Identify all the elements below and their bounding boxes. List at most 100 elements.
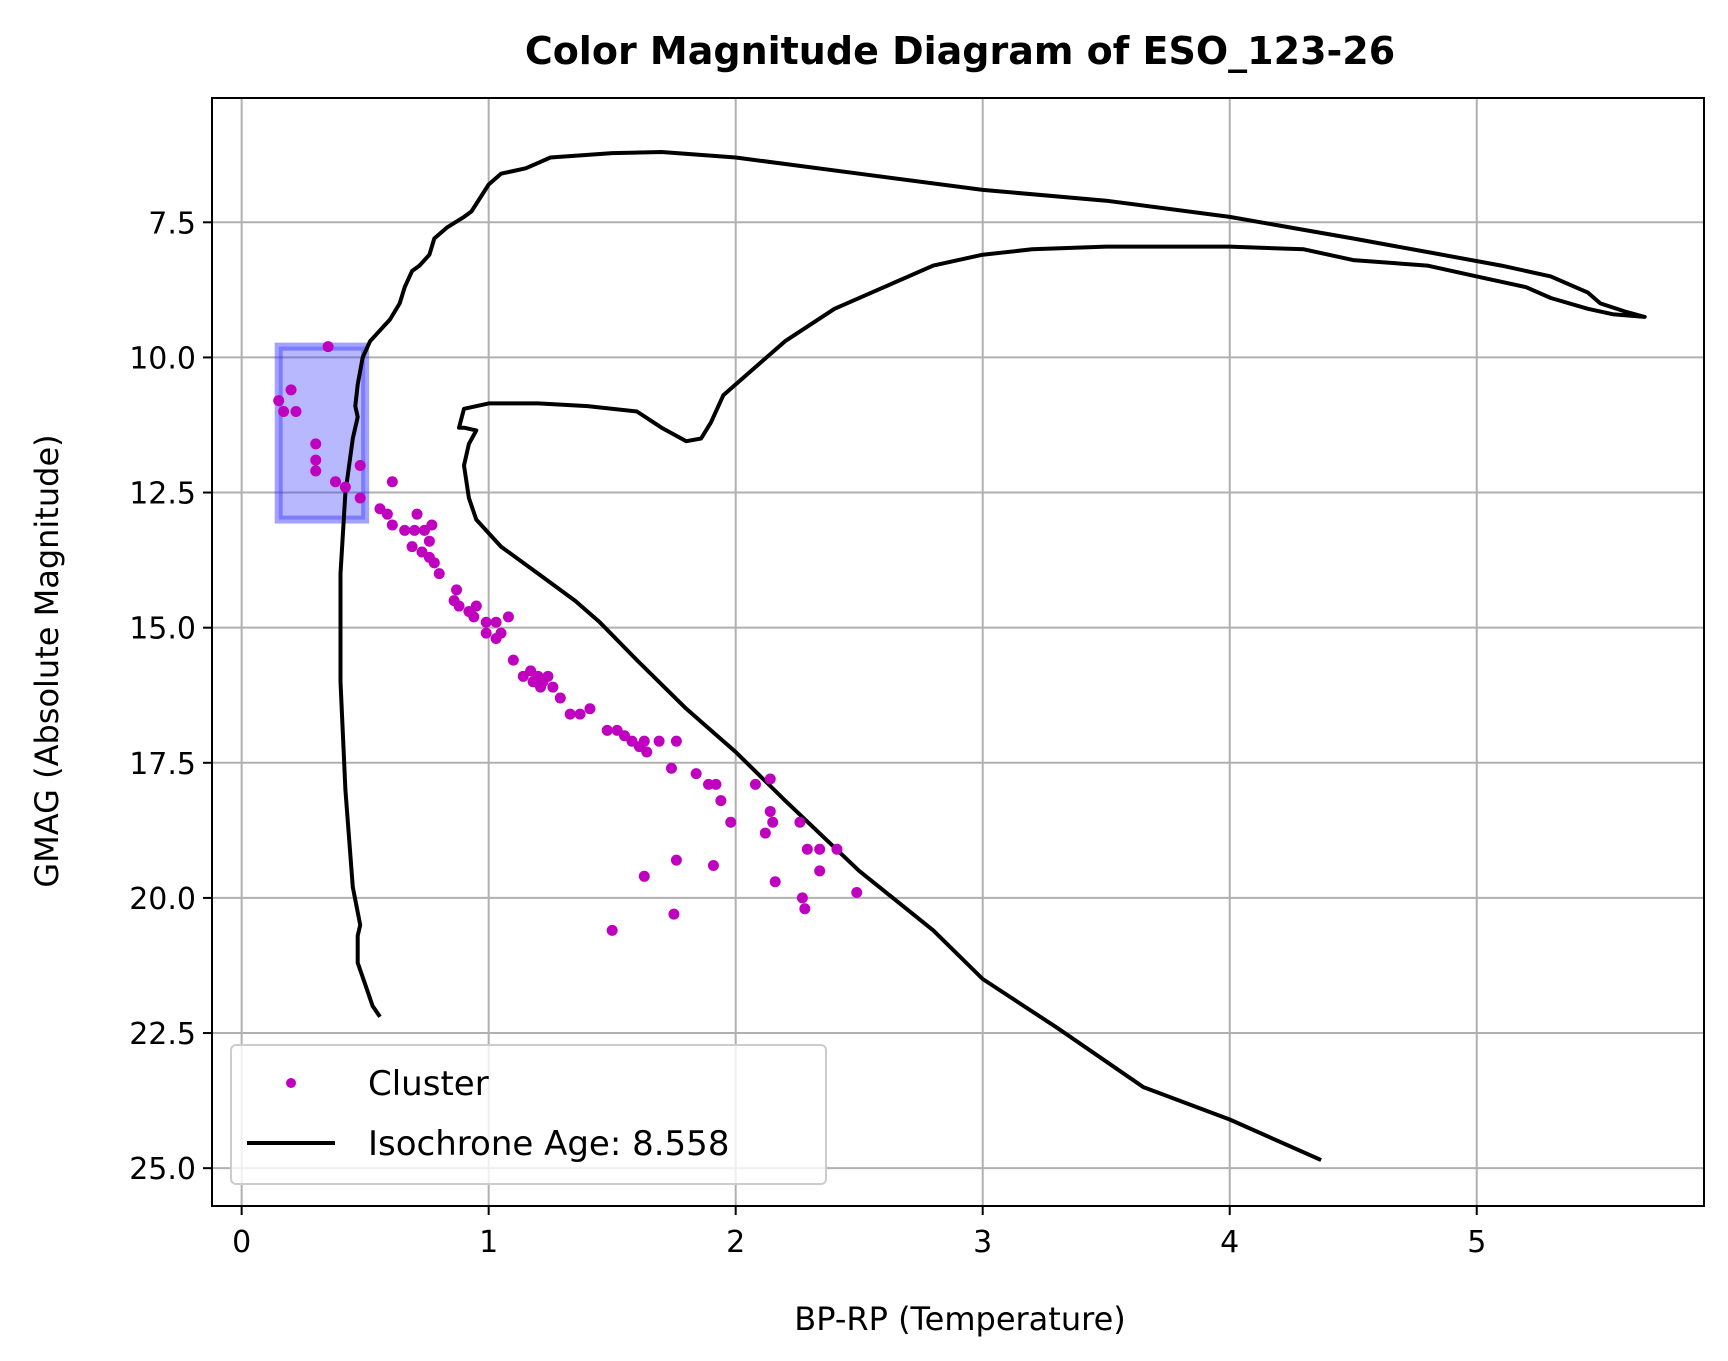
cluster-point [433,568,445,580]
legend-isochrone-label: Isochrone Age: 8.558 [368,1124,729,1164]
cluster-point [725,816,737,828]
cluster-point [547,681,559,693]
cluster-point [406,541,418,553]
cluster-point [707,859,719,871]
cluster-point [668,908,680,920]
cluster-point [665,762,677,774]
cluster-point [564,708,576,720]
cluster-point [339,481,351,493]
cluster-point [801,843,813,855]
y-tick-label: 22.5 [129,1017,196,1052]
legend-frame [230,1044,827,1185]
cluster-point [670,854,682,866]
x-tick-label: 2 [726,1225,745,1260]
cluster-point [381,508,393,520]
y-tick-label: 7.5 [148,206,196,241]
cluster-point [764,773,776,785]
cluster-point [715,795,727,807]
y-tick-label: 17.5 [129,747,196,782]
isochrone-line [338,150,1647,1162]
cluster-point [653,735,665,747]
cluster-point [601,724,613,736]
isochrone-layer [338,150,1647,1162]
chart-title: Color Magnitude Diagram of ESO_123-26 [525,29,1395,73]
cluster-point [814,843,826,855]
cluster-point [749,778,761,790]
cluster-point [554,692,566,704]
cluster-point [690,768,702,780]
y-tick-label: 10.0 [129,341,196,376]
cluster-point [423,535,435,547]
cluster-point [470,600,482,612]
y-axis-label: GMAG (Absolute Magnitude) [28,434,66,887]
cluster-point [273,395,285,407]
cluster-point [354,492,366,504]
cluster-point [428,557,440,569]
cluster-point [759,827,771,839]
cluster-points [273,341,863,936]
cluster-point [767,816,779,828]
cluster-point [814,865,826,877]
cluster-point [495,627,507,639]
x-tick-label: 0 [232,1225,251,1260]
cluster-point [290,405,302,417]
cluster-point [451,584,463,596]
cluster-point [399,524,411,536]
cluster-point [831,843,843,855]
y-tick-label: 25.0 [129,1152,196,1187]
x-axis-label: BP-RP (Temperature) [794,1300,1125,1338]
cluster-point [426,519,438,531]
cluster-point [796,892,808,904]
cluster-point [535,681,547,693]
cluster-point [799,903,811,915]
cluster-point [285,384,297,396]
cluster-point [310,438,322,450]
cluster-point [764,805,776,817]
y-tick-label: 20.0 [129,882,196,917]
cluster-point [386,519,398,531]
cluster-point [322,341,334,353]
cluster-point [490,616,502,628]
cluster-point [851,887,863,899]
x-axis-ticks: 0 1 2 3 4 5 [232,1206,1486,1260]
cluster-point [330,476,342,488]
cluster-point [606,924,618,936]
cluster-point [310,465,322,477]
cluster-point [769,876,781,888]
cluster-point [278,405,290,417]
cluster-point [638,870,650,882]
cluster-point [574,708,586,720]
cluster-point [354,460,366,472]
cluster-point [453,600,465,612]
x-tick-label: 4 [1220,1225,1239,1260]
x-tick-label: 3 [973,1225,992,1260]
cluster-point [386,476,398,488]
cluster-point [710,778,722,790]
y-tick-label: 15.0 [129,612,196,647]
y-axis-ticks: 7.5 10.0 12.5 15.0 17.5 20.0 22.5 25.0 [129,206,212,1187]
cluster-point [480,616,492,628]
cluster-point [502,611,514,623]
plot-frame [211,97,1705,1207]
highlight-box [274,342,370,524]
highlight-region [274,342,370,524]
x-tick-label: 5 [1467,1225,1486,1260]
cluster-point [507,654,519,666]
legend-cluster-label: Cluster [368,1064,489,1104]
cluster-point [542,670,554,682]
cluster-point [468,611,480,623]
y-tick-label: 12.5 [129,477,196,512]
cluster-point [310,454,322,466]
legend-cluster-marker [286,1078,296,1088]
cluster-point [480,627,492,639]
cluster-point [409,524,421,536]
grid [212,98,1704,1206]
legend: Cluster Isochrone Age: 8.558 [230,1044,827,1185]
cluster-point [794,816,806,828]
x-tick-label: 1 [479,1225,498,1260]
cluster-point [584,703,596,715]
cluster-point [641,746,653,758]
cluster-point [411,508,423,520]
cluster-point [638,735,650,747]
